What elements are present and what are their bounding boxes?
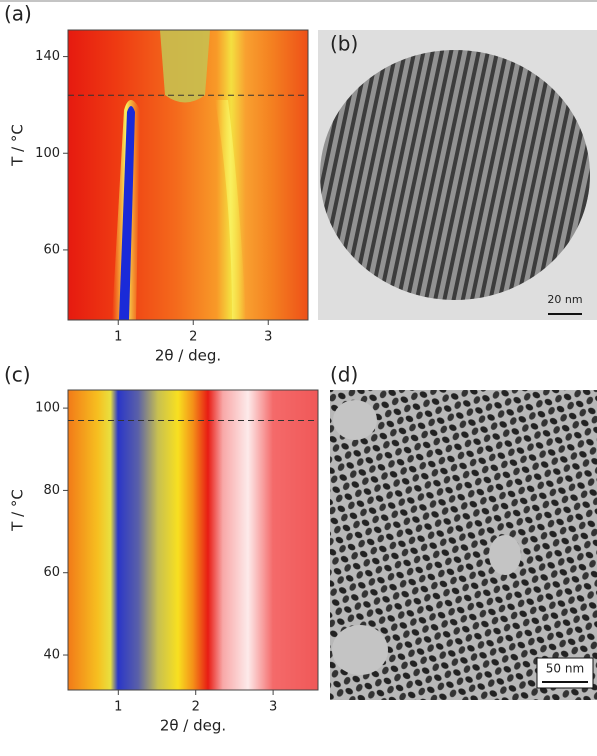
scale-bar-label: 20 nm: [547, 293, 582, 306]
x-tick-label: 1: [114, 330, 122, 345]
panel-label: (a): [4, 2, 32, 26]
panel-label: (d): [330, 363, 358, 387]
y-tick-label: 40: [43, 648, 60, 663]
heatmap-c: [68, 390, 318, 690]
y-tick-label: 140: [35, 49, 60, 64]
tem-image-b: [318, 30, 597, 320]
x-tick-label: 2: [192, 700, 200, 715]
tem-image-d: [330, 390, 597, 700]
scale-bar-label: 50 nm: [546, 662, 584, 676]
x-tick-label: 3: [264, 330, 272, 345]
plot-frame: [67, 29, 309, 321]
panel-label: (b): [330, 32, 358, 56]
y-tick-label: 60: [43, 242, 60, 257]
x-axis-label: 2θ / deg.: [160, 717, 226, 735]
heatmap-a: [68, 30, 308, 320]
x-tick-label: 3: [269, 700, 277, 715]
x-tick-label: 2: [189, 330, 197, 345]
x-axis-label: 2θ / deg.: [155, 347, 221, 365]
x-tick-label: 1: [114, 700, 122, 715]
y-axis-label: T / °C: [9, 124, 27, 167]
panel-label: (c): [4, 363, 31, 387]
plot-frame: [67, 389, 319, 691]
y-axis-label: T / °C: [9, 489, 27, 532]
y-tick-label: 100: [35, 146, 60, 161]
y-tick-label: 60: [43, 565, 60, 580]
y-tick-label: 80: [43, 483, 60, 498]
y-tick-label: 100: [35, 401, 60, 416]
